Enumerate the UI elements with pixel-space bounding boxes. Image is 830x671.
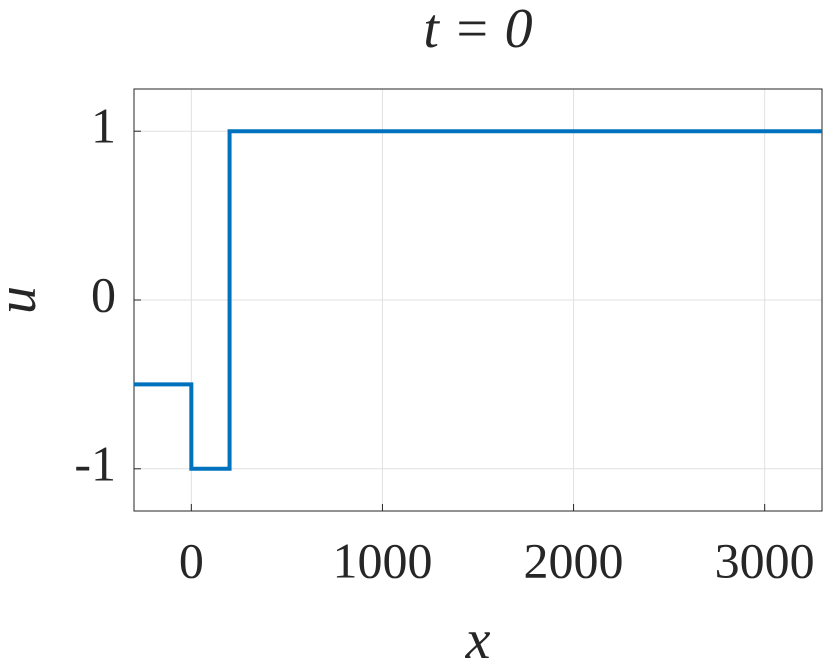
x-tick-label: 2000 bbox=[524, 532, 624, 588]
data-line bbox=[134, 129, 822, 471]
y-axis-label: u bbox=[0, 286, 48, 314]
x-tick-label: 1000 bbox=[332, 532, 432, 588]
x-tick-label: 0 bbox=[179, 532, 204, 588]
chart-title: t = 0 bbox=[423, 0, 532, 60]
x-tick-label: 3000 bbox=[715, 532, 815, 588]
y-tick-label: 0 bbox=[91, 266, 116, 322]
y-tick-label: 1 bbox=[91, 98, 116, 154]
x-axis-label: x bbox=[465, 609, 491, 671]
y-tick-label: -1 bbox=[74, 435, 116, 491]
plot-frame bbox=[133, 88, 823, 512]
